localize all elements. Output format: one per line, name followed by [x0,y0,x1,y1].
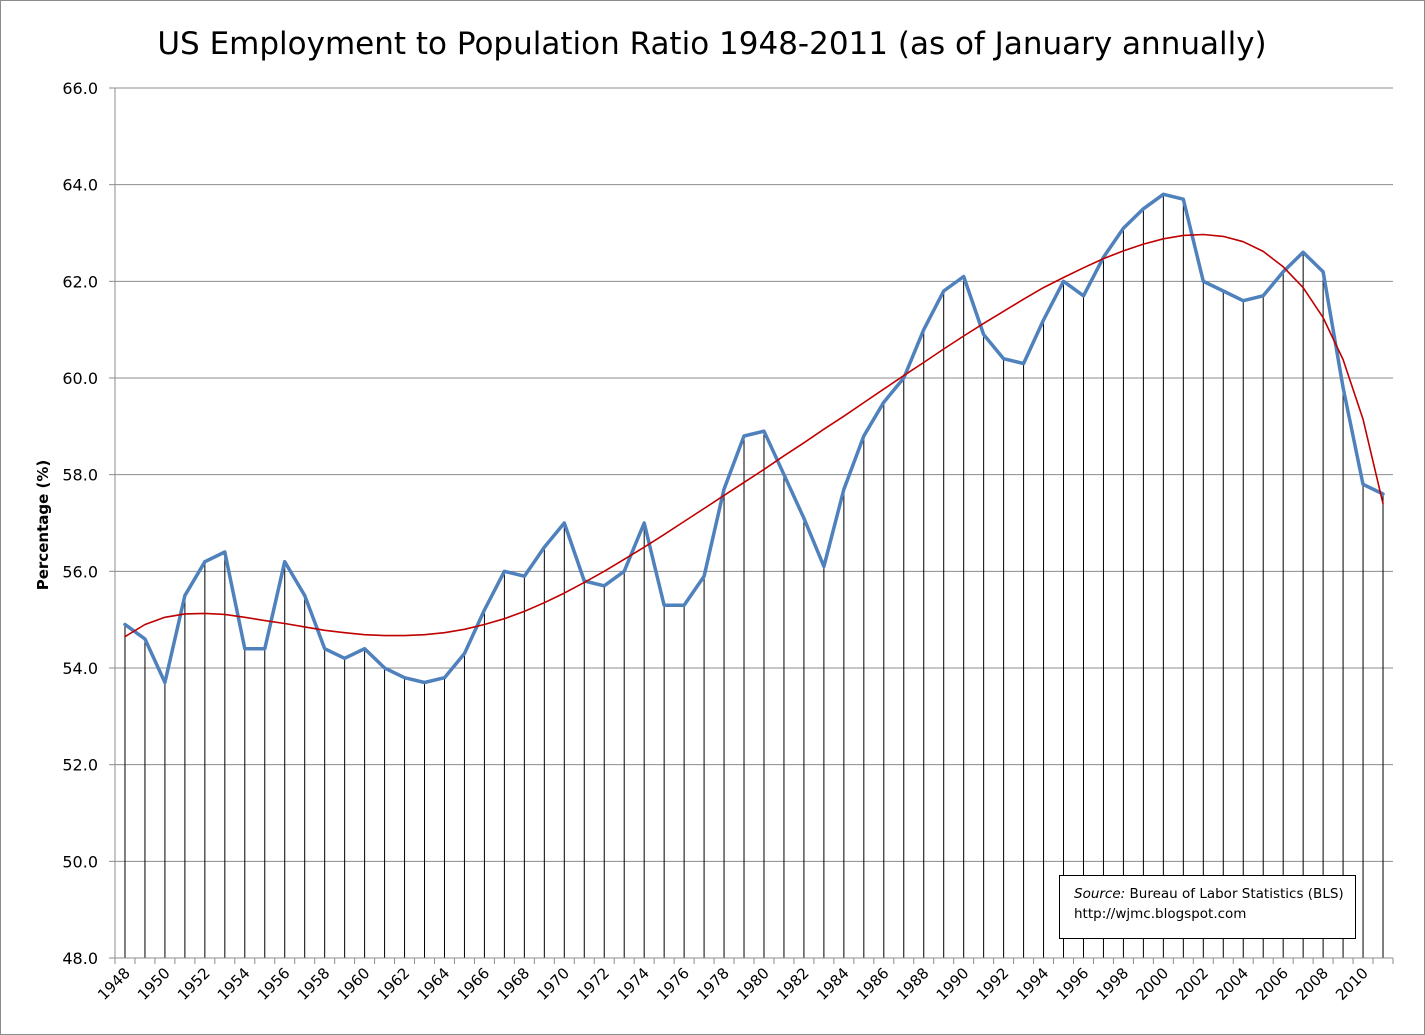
x-tick-label: 1980 [733,964,773,1004]
grid-lines [109,87,1393,959]
x-tick-label: 2008 [1292,964,1332,1004]
y-tick-label: 50.0 [62,852,98,871]
y-tick-label: 64.0 [62,176,98,195]
y-tick-label: 56.0 [62,562,98,581]
series-line-trend [124,233,1384,638]
x-tick-labels: 1948 1950 1952 1954 1956 1958 1960 1962 1964 1966… [94,964,1372,1004]
x-tick-label: 1956 [254,964,294,1004]
source-label: Source: [1074,886,1126,902]
x-tick-label: 1964 [414,964,454,1004]
x-tick-label: 2002 [1172,964,1212,1004]
x-tick-label: 1952 [174,964,214,1004]
y-tick-label: 58.0 [62,466,98,485]
x-tick-label: 1996 [1053,964,1093,1004]
y-tick-label: 62.0 [62,272,98,291]
x-tick-label: 1950 [134,964,174,1004]
x-tick-label: 1992 [973,964,1013,1004]
x-tick-label: 1994 [1013,964,1053,1004]
drop-lines [124,194,1384,958]
y-tick-label: 66.0 [62,79,98,98]
x-tick-label: 1974 [613,964,653,1004]
x-tick-label: 1972 [573,964,613,1004]
x-tick-label: 1948 [94,964,134,1004]
y-tick-label: 52.0 [62,756,98,775]
x-tick-label: 1962 [374,964,414,1004]
x-tick-label: 2010 [1332,964,1372,1004]
x-tick-label: 2006 [1252,964,1292,1004]
series-line-ratio [123,192,1385,685]
x-tick-label: 1978 [693,964,733,1004]
y-axis-label: Percentage (%) [34,460,52,590]
source-text: Bureau of Labor Statistics (BLS) [1129,886,1344,902]
x-tick-label: 1984 [813,964,853,1004]
source-url: http://wjmc.blogspot.com [1074,906,1247,922]
axes [114,88,1394,964]
x-tick-label: 2000 [1132,964,1172,1004]
y-tick-label: 48.0 [62,949,98,968]
x-tick-label: 2004 [1212,964,1252,1004]
x-tick-label: 1976 [653,964,693,1004]
chart-title: US Employment to Population Ratio 1948-2… [157,26,1266,62]
x-tick-label: 1970 [533,964,573,1004]
series [123,192,1385,685]
source-annotation: Source: Bureau of Labor Statistics (BLS)… [1059,875,1356,939]
x-tick-label: 1982 [773,964,813,1004]
x-tick-label: 1966 [454,964,494,1004]
x-tick-label: 1968 [493,964,533,1004]
y-tick-labels: 48.0 50.0 52.0 54.0 56.0 58.0 60.0 62.0 64.0 66.0 [62,79,98,968]
x-tick-label: 1990 [933,964,973,1004]
x-tick-label: 1960 [334,964,374,1004]
x-tick-label: 1958 [294,964,334,1004]
x-tick-label: 1988 [893,964,933,1004]
y-tick-label: 60.0 [62,369,98,388]
y-tick-label: 54.0 [62,659,98,678]
x-tick-label: 1998 [1093,964,1133,1004]
x-tick-label: 1986 [853,964,893,1004]
x-tick-label: 1954 [214,964,254,1004]
